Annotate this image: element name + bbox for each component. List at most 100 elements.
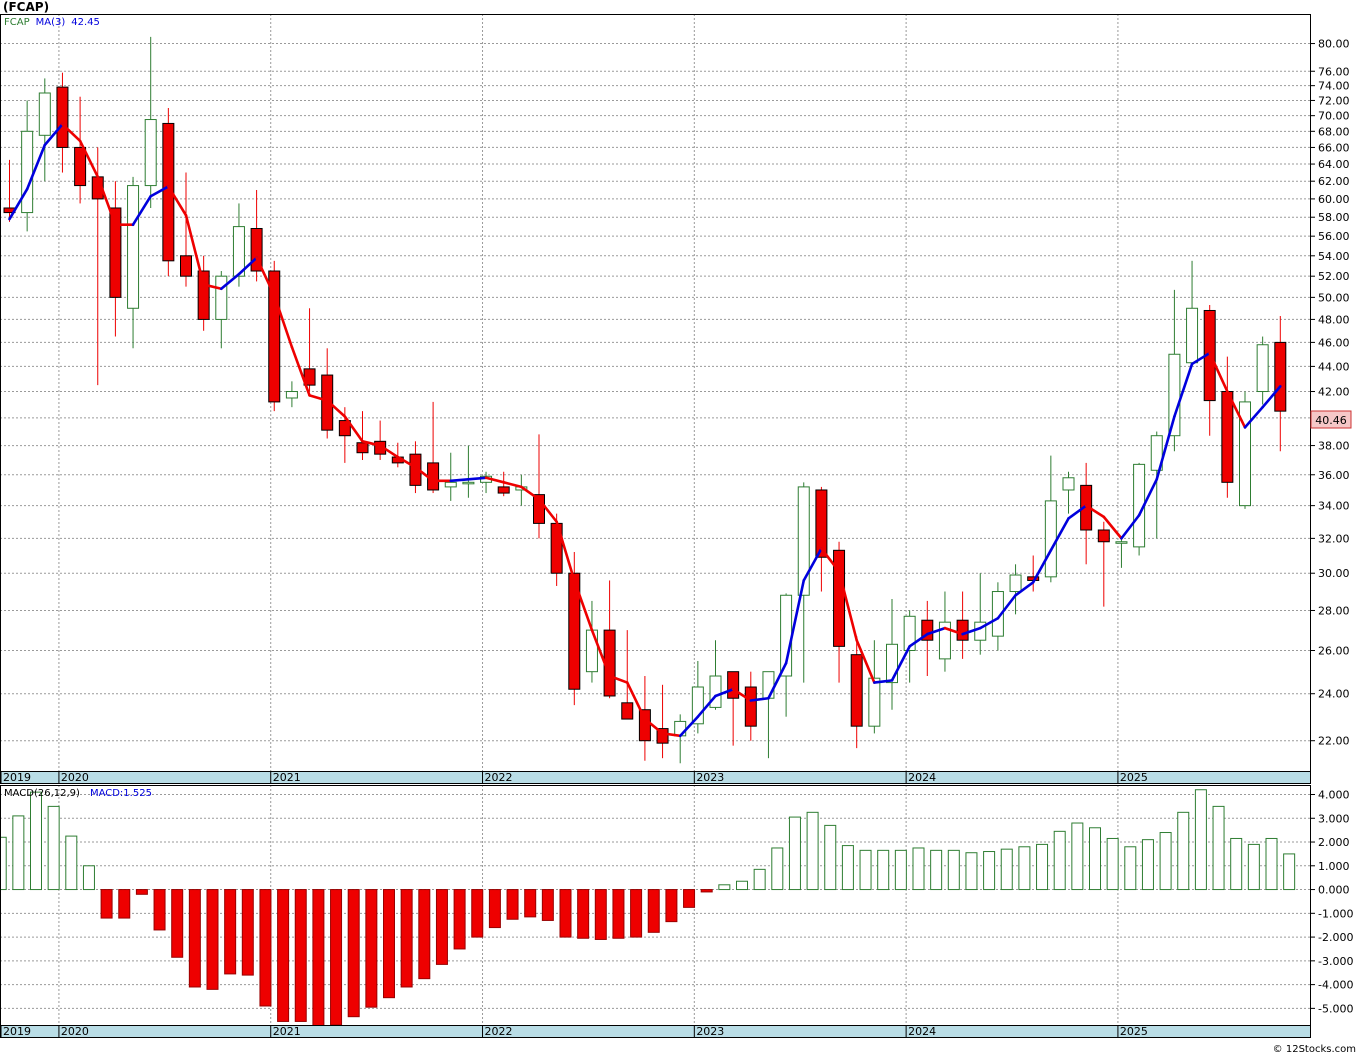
candle	[127, 176, 140, 349]
macd-bar	[577, 889, 590, 939]
ma-segment	[396, 455, 417, 469]
candle-body	[674, 720, 687, 737]
macd-tick-label: 3.000	[1318, 812, 1350, 825]
candle-body	[1115, 541, 1128, 544]
macd-bar	[912, 847, 925, 891]
candle-body	[797, 486, 810, 596]
price-tick-label: 66.00	[1318, 141, 1350, 154]
candle-body	[321, 374, 334, 431]
legend-ma-value: 42.45	[71, 17, 100, 28]
ma-segment	[1014, 580, 1035, 597]
macd-tick-label: -2.000	[1318, 931, 1353, 944]
ma-segment	[1190, 351, 1211, 366]
candle-body	[197, 270, 210, 320]
candle	[956, 591, 969, 659]
macd-bar	[524, 889, 537, 918]
candle-body	[691, 686, 704, 725]
candle	[109, 181, 122, 337]
macd-bar	[135, 889, 148, 895]
candle	[921, 600, 934, 677]
price-tick-label: 70.00	[1318, 110, 1350, 123]
macd-year-label: 2025	[1120, 1025, 1148, 1038]
macd-bar	[365, 889, 378, 1008]
macd-tick-label: -1.000	[1318, 907, 1353, 920]
macd-bar	[400, 889, 413, 988]
candle-body	[127, 185, 140, 309]
macd-bar	[1053, 830, 1066, 891]
macd-bar	[841, 845, 854, 891]
ma-segment	[855, 638, 876, 684]
macd-bar	[859, 849, 872, 891]
candle	[462, 445, 475, 498]
ma-segment	[767, 661, 788, 700]
ma-segment	[696, 694, 717, 719]
macd-bar	[1018, 846, 1031, 891]
ma-segment	[78, 139, 100, 179]
macd-bar	[1265, 837, 1278, 891]
macd-bar	[171, 889, 184, 958]
candle-body	[162, 122, 175, 262]
macd-bar	[1194, 789, 1207, 891]
ma-segment	[467, 476, 488, 481]
macd-bar	[1124, 846, 1137, 891]
candle-body	[1150, 435, 1163, 471]
ma-segment	[61, 122, 82, 143]
candle-body	[1239, 401, 1251, 507]
candle	[144, 36, 157, 208]
price-tick-label: 56.00	[1318, 230, 1350, 243]
price-tick-label: 50.00	[1318, 291, 1350, 304]
candle	[1115, 538, 1128, 568]
price-year-label: 2023	[696, 771, 724, 784]
macd-bar	[47, 805, 60, 891]
ma-segment	[343, 415, 364, 443]
candle-body	[356, 442, 369, 454]
price-tick-label: 72.00	[1318, 94, 1350, 107]
price-tick-label: 36.00	[1318, 469, 1350, 482]
candle	[38, 78, 51, 182]
macd-bar	[312, 889, 325, 1027]
price-year-label: 2020	[61, 771, 89, 784]
candle	[444, 452, 457, 501]
ma-segment	[184, 214, 205, 286]
candle-body	[56, 86, 69, 148]
macd-bar	[1036, 843, 1049, 891]
macd-bar	[224, 889, 237, 975]
ma-segment	[25, 143, 47, 191]
price-tick-label: 80.00	[1318, 38, 1350, 51]
watermark: © 12Stocks.com	[1273, 1044, 1356, 1055]
candle-body	[727, 671, 740, 699]
candle	[568, 552, 581, 706]
ma-segment	[608, 674, 629, 684]
candle-body	[991, 591, 1004, 637]
price-year-label: 2019	[3, 771, 31, 784]
ma-segment	[449, 477, 470, 483]
legend-ma-label: MA(3)	[36, 17, 66, 28]
ma-segment	[643, 717, 664, 735]
ma-segment	[1137, 477, 1159, 517]
macd-bar	[788, 816, 801, 891]
candle-body	[886, 643, 898, 684]
candle	[197, 255, 210, 331]
price-year-label: 2021	[273, 771, 301, 784]
candle	[268, 260, 281, 412]
ma-segment	[149, 185, 170, 198]
candle-body	[709, 675, 722, 708]
candle	[833, 541, 846, 683]
candle-body	[568, 572, 581, 690]
macd-bar	[1230, 837, 1243, 891]
candle-body	[109, 207, 122, 298]
price-legend: FCAP MA(3) 42.45	[4, 17, 100, 28]
price-tick-label: 44.00	[1318, 360, 1350, 373]
ma-segment	[131, 194, 152, 227]
candle-body	[815, 489, 828, 558]
macd-tick-label: -3.000	[1318, 955, 1353, 968]
ma-segment	[714, 687, 735, 698]
candle-body	[938, 621, 951, 660]
macd-tick-label: 2.000	[1318, 836, 1350, 849]
macd-bar	[30, 791, 42, 891]
macd-bar	[718, 884, 731, 891]
ma-segment	[361, 440, 382, 447]
chart-title: (FCAP)	[3, 0, 49, 14]
macd-bar	[665, 889, 678, 923]
ma-segment	[1120, 513, 1141, 540]
